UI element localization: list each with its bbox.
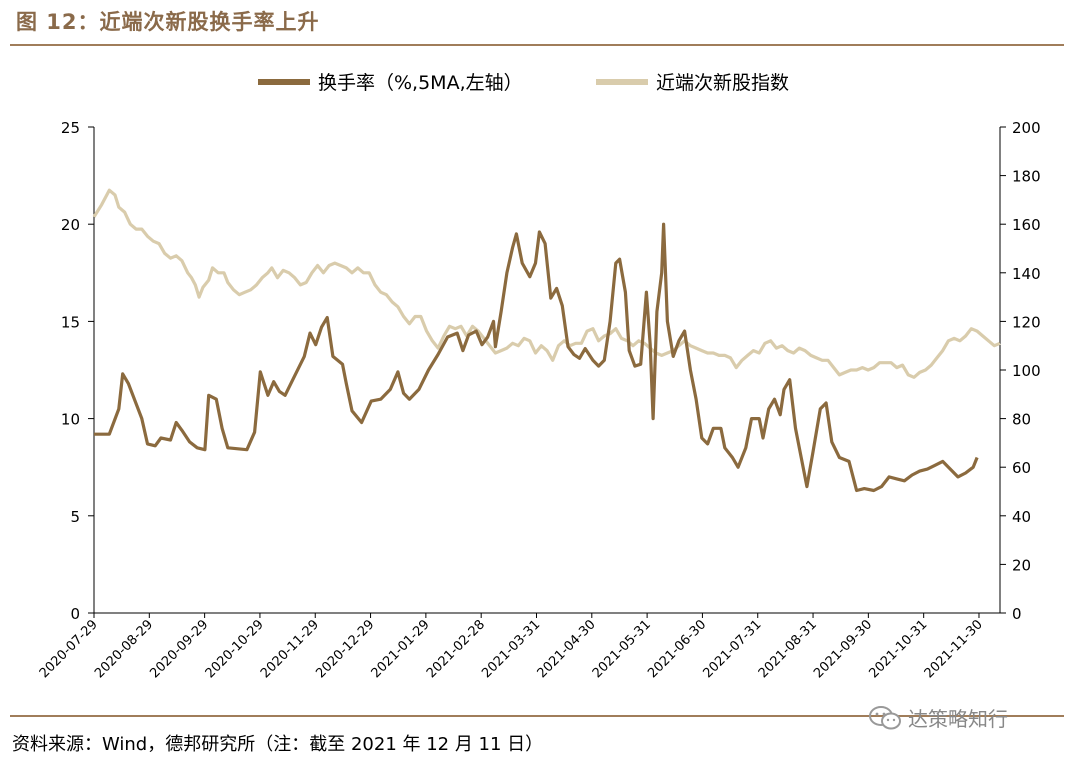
right-tick-label: 60 xyxy=(1012,459,1031,477)
left-tick-label: 15 xyxy=(61,313,80,331)
x-tick-label: 2020-10-29 xyxy=(203,617,267,681)
footer-rule xyxy=(10,715,1064,717)
x-tick-label: 2021-07-31 xyxy=(701,617,765,681)
x-tick-label: 2020-08-29 xyxy=(92,617,156,681)
source-note: 资料来源：Wind，德邦研究所（注：截至 2021 年 12 月 11 日） xyxy=(12,734,544,755)
x-tick-label: 2021-05-31 xyxy=(590,617,654,681)
right-axis-ticks: 0 20 40 60 80 100 120 140 160 180 200 xyxy=(1000,119,1041,623)
right-tick-label: 100 xyxy=(1012,362,1041,380)
left-tick-label: 20 xyxy=(61,216,80,234)
right-tick-label: 180 xyxy=(1012,168,1041,186)
x-tick-label: 2021-04-30 xyxy=(535,617,599,681)
x-tick-label: 2021-02-28 xyxy=(424,617,488,681)
x-tick-label: 2021-01-29 xyxy=(369,617,433,681)
left-tick-label: 10 xyxy=(61,411,80,429)
series-line-index xyxy=(92,188,1001,379)
x-tick-label: 2021-03-31 xyxy=(479,617,543,681)
legend: 换手率（%,5MA,左轴） 近端次新股指数 xyxy=(258,72,789,94)
right-tick-label: 80 xyxy=(1012,411,1031,429)
wechat-icon xyxy=(869,705,901,729)
title-rule xyxy=(10,44,1064,46)
x-tick-label: 2020-07-29 xyxy=(37,617,101,681)
right-tick-label: 0 xyxy=(1012,605,1022,623)
figure-title: 图 12：近端次新股换手率上升 xyxy=(16,10,320,34)
legend-label-turnover: 换手率（%,5MA,左轴） xyxy=(318,72,523,94)
legend-label-index: 近端次新股指数 xyxy=(656,72,789,94)
left-tick-label: 25 xyxy=(61,119,80,137)
x-tick-label: 2020-12-29 xyxy=(313,617,377,681)
left-axis-ticks: 0 5 10 15 20 25 xyxy=(61,119,94,623)
right-tick-label: 40 xyxy=(1012,508,1031,526)
right-tick-label: 200 xyxy=(1012,119,1041,137)
right-tick-label: 140 xyxy=(1012,265,1041,283)
series-line-turnover xyxy=(94,222,979,493)
right-tick-label: 20 xyxy=(1012,556,1031,574)
left-tick-label: 0 xyxy=(70,605,80,623)
x-tick-label: 2021-10-31 xyxy=(866,617,930,681)
x-tick-label: 2020-09-29 xyxy=(147,617,211,681)
x-tick-label: 2021-09-30 xyxy=(811,617,875,681)
left-tick-label: 5 xyxy=(70,508,80,526)
x-tick-label: 2021-08-31 xyxy=(756,617,820,681)
x-tick-label: 2021-11-30 xyxy=(922,617,986,681)
x-tick-label: 2020-11-29 xyxy=(258,617,322,681)
right-tick-label: 160 xyxy=(1012,216,1041,234)
x-tick-label: 2021-06-30 xyxy=(645,617,709,681)
x-axis-ticks: 2020-07-292020-08-292020-09-292020-10-29… xyxy=(37,613,986,681)
right-tick-label: 120 xyxy=(1012,313,1041,331)
watermark-text: 达策略知行 xyxy=(908,707,1008,731)
watermark: 达策略知行 xyxy=(868,703,1008,732)
